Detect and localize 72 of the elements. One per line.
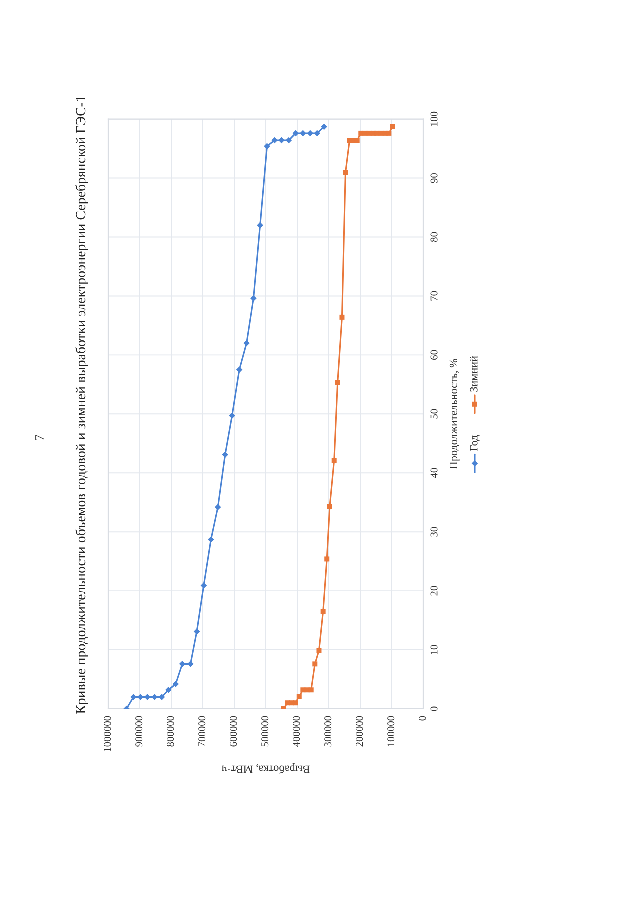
- point: [296, 694, 302, 700]
- point: [236, 366, 243, 374]
- x-tick-label: 300000: [324, 716, 332, 747]
- point: [194, 628, 200, 635]
- y-tick-label: 100: [430, 112, 438, 126]
- point: [327, 504, 332, 510]
- point: [335, 380, 340, 386]
- text: 7: [36, 435, 44, 440]
- y-axis-title: Продолжительность, %: [450, 359, 460, 470]
- point: [172, 681, 180, 688]
- point: [374, 130, 380, 136]
- point: [308, 688, 314, 693]
- x-tick-label: 100000: [388, 716, 395, 746]
- point: [257, 222, 264, 229]
- y-tick-label: 50: [430, 409, 438, 419]
- x-axis-title: Выработка, МВт·ч: [222, 764, 310, 774]
- x-tick-label: 1000000: [104, 716, 112, 752]
- point: [362, 130, 368, 136]
- point: [343, 170, 348, 176]
- x-tick-label: 700000: [198, 716, 206, 747]
- point: [324, 556, 330, 562]
- x-tick-label: 0: [419, 716, 426, 721]
- x-tick-label: 500000: [262, 716, 269, 747]
- y-tick-label: 80: [430, 232, 438, 242]
- point: [354, 138, 360, 144]
- point: [316, 648, 322, 654]
- point: [222, 452, 229, 458]
- point: [292, 130, 300, 137]
- point: [314, 130, 320, 137]
- point: [321, 124, 328, 130]
- y-tick-label: 10: [430, 645, 438, 654]
- point: [200, 582, 208, 589]
- point: [307, 130, 314, 137]
- text: Зимний: [470, 356, 478, 392]
- point: [300, 130, 306, 137]
- point: [312, 662, 318, 667]
- point: [264, 143, 270, 150]
- y-tick-label: 0: [430, 706, 438, 712]
- point: [144, 694, 151, 700]
- point: [208, 536, 214, 543]
- point: [278, 137, 285, 144]
- text: Год: [470, 436, 480, 452]
- y-tick-label: 70: [430, 291, 438, 301]
- x-tick-label: 200000: [356, 716, 364, 747]
- point: [214, 504, 222, 510]
- point: [179, 661, 186, 668]
- point: [272, 137, 278, 144]
- text: Кривые продолжительности объемов годовой и зимней выработки электроэнергии Серебрянской ГЭС-1: [76, 96, 88, 714]
- y-tick-label: 30: [430, 527, 438, 537]
- point: [158, 694, 166, 700]
- point: [244, 340, 250, 347]
- x-tick-label: 600000: [230, 716, 238, 747]
- y-tick-label: 40: [430, 468, 438, 478]
- point: [320, 609, 326, 614]
- x-tick-label: 900000: [136, 716, 143, 747]
- point: [386, 130, 392, 136]
- point: [300, 688, 306, 693]
- point: [250, 295, 257, 302]
- x-tick-label: 400000: [293, 716, 300, 747]
- point: [137, 694, 144, 700]
- point: [332, 458, 337, 464]
- point: [229, 412, 236, 420]
- y-tick-label: 90: [430, 173, 438, 184]
- y-tick-label: 20: [430, 586, 438, 596]
- point: [166, 686, 172, 694]
- point: [286, 137, 292, 144]
- point: [188, 661, 194, 668]
- point: [390, 124, 396, 130]
- point: [293, 700, 298, 706]
- y-tick-label: 60: [430, 350, 438, 360]
- x-tick-label: 800000: [167, 716, 174, 747]
- point: [340, 314, 345, 320]
